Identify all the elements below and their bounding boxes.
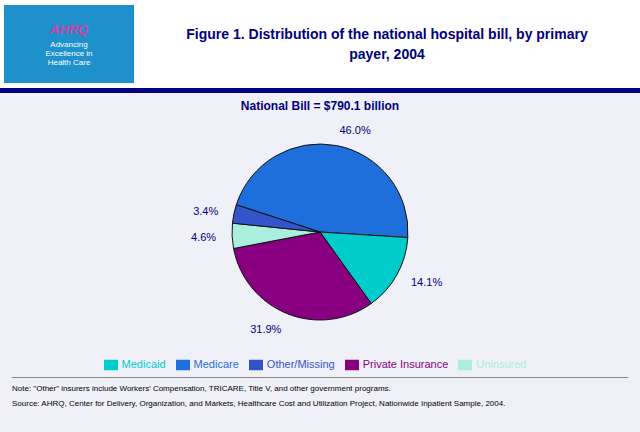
html-text:Uninsured: Uninsured: [476, 357, 527, 370]
html-text:Source: AHRQ, Center for Deliv: Source: AHRQ, Center for Delivery, Organ…: [12, 399, 506, 408]
html-text:AHRQ: AHRQ: [49, 21, 89, 37]
html-text:National Bill = $790.1 billion: National Bill = $790.1 billion: [240, 99, 400, 113]
html-text:Medicare: Medicare: [193, 357, 239, 370]
svg-text:3.4%: 3.4%: [193, 205, 218, 217]
html-text:Figure 1. Distribution of the: Figure 1. Distribution of the national h…: [186, 26, 588, 62]
html-text:Advancing Excellence in Health: Advancing Excellence in Health Care: [45, 39, 93, 67]
svg-text:31.9%: 31.9%: [250, 323, 281, 335]
html-text:Private Insurance: Private Insurance: [362, 357, 449, 370]
svg-text:4.6%: 4.6%: [191, 231, 216, 243]
svg-text:46.0%: 46.0%: [339, 124, 370, 136]
html-text:Medicaid: Medicaid: [121, 357, 166, 370]
html-text:Note: "Other" insurers include: Note: "Other" insurers include Workers' …: [12, 384, 391, 393]
html-text:Other/Missing: Other/Missing: [266, 357, 335, 370]
svg-text:14.1%: 14.1%: [411, 276, 442, 288]
